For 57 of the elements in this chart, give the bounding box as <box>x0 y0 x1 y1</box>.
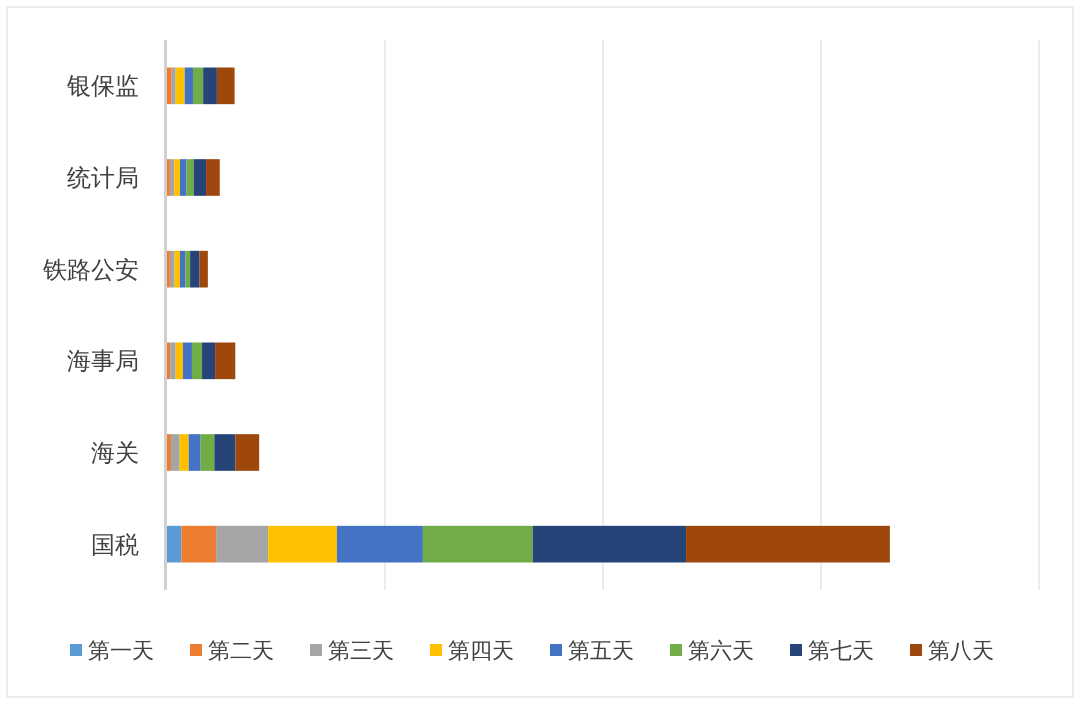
bar <box>214 434 236 471</box>
bar <box>167 250 170 288</box>
legend-label: 第五天 <box>568 637 634 663</box>
bar <box>268 525 337 563</box>
y-tick-label: 海关 <box>91 438 139 467</box>
bar <box>182 342 192 380</box>
y-tick-label: 铁路公安 <box>42 255 139 284</box>
bar <box>167 159 170 196</box>
bar <box>185 250 191 288</box>
bar <box>215 342 236 380</box>
bar <box>181 525 217 563</box>
bar <box>167 525 182 563</box>
bar <box>532 525 687 563</box>
legend-label: 第一天 <box>88 637 154 663</box>
bar <box>175 67 185 105</box>
bar <box>167 342 171 380</box>
bar <box>169 250 175 288</box>
bar <box>199 250 208 288</box>
bar <box>216 525 269 563</box>
bar <box>686 525 890 563</box>
legend-label: 第四天 <box>448 637 514 663</box>
bar <box>169 159 175 196</box>
bar <box>179 434 189 471</box>
legend-label: 第八天 <box>928 637 994 663</box>
legend-label: 第七天 <box>808 637 874 663</box>
legend-label: 第二天 <box>208 637 274 663</box>
bar <box>167 434 171 471</box>
bar <box>203 67 217 105</box>
bar <box>174 250 181 288</box>
bar <box>180 159 187 196</box>
y-tick-label: 海事局 <box>67 347 139 376</box>
legend-label: 第六天 <box>688 637 754 663</box>
bar <box>193 67 204 105</box>
bar <box>200 434 215 471</box>
bar <box>202 342 216 380</box>
bar <box>188 434 201 471</box>
bar <box>170 342 176 380</box>
bar <box>167 67 172 105</box>
bar <box>193 159 207 196</box>
bar <box>206 159 220 196</box>
bar <box>191 342 203 380</box>
bar <box>186 159 194 196</box>
bar <box>184 67 194 105</box>
y-tick-label: 银保监 <box>66 72 139 101</box>
legend-label: 第三天 <box>328 637 394 663</box>
bar <box>170 434 180 471</box>
y-tick-label: 国税 <box>91 530 139 559</box>
bar <box>336 525 423 563</box>
bar <box>180 250 186 288</box>
bar <box>235 434 260 471</box>
bar <box>175 342 183 380</box>
bar <box>216 67 235 105</box>
y-tick-label: 统计局 <box>67 163 139 192</box>
bar <box>171 67 176 105</box>
bar <box>190 250 200 288</box>
bar <box>422 525 533 563</box>
bar <box>174 159 181 196</box>
